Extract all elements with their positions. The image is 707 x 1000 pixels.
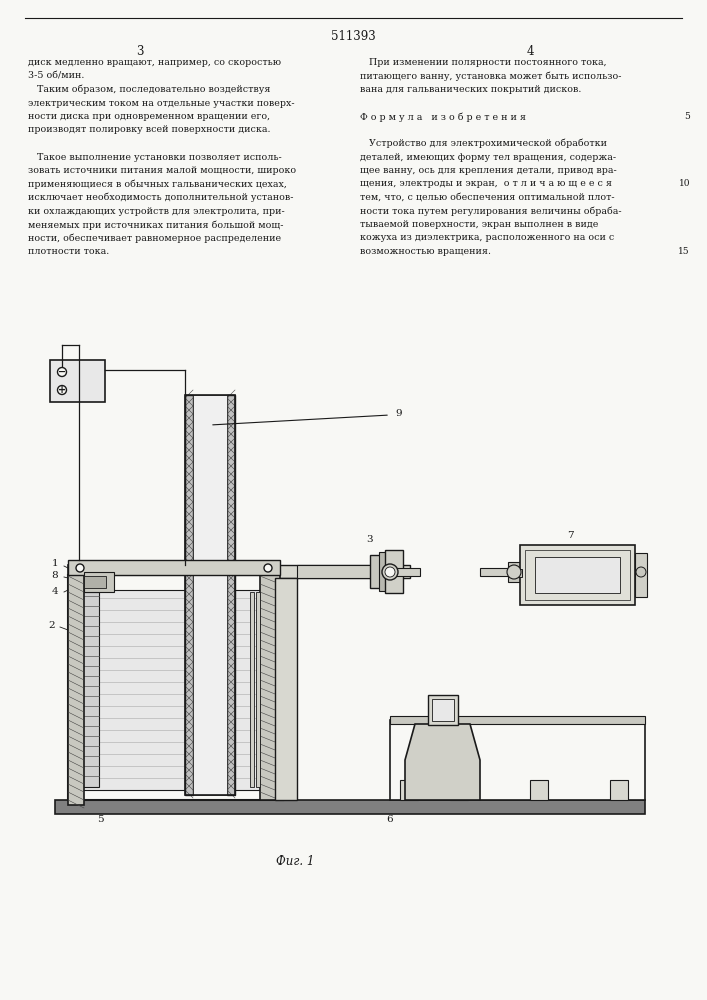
Text: 3: 3: [136, 45, 144, 58]
Circle shape: [76, 564, 84, 572]
Bar: [185, 395, 193, 795]
Bar: [250, 592, 254, 787]
Text: питающего ванну, установка может быть использо-: питающего ванну, установка может быть ис…: [360, 72, 621, 81]
Bar: [480, 568, 510, 576]
Polygon shape: [405, 724, 480, 800]
Text: Ф о р м у л а   и з о б р е т е н и я: Ф о р м у л а и з о б р е т е н и я: [360, 112, 526, 121]
Bar: [432, 699, 454, 721]
Text: щения, электроды и экран,  о т л и ч а ю щ е е с я: щения, электроды и экран, о т л и ч а ю …: [360, 180, 612, 188]
Bar: [635, 553, 647, 597]
Text: 8: 8: [52, 570, 58, 580]
Text: 3-5 об/мин.: 3-5 об/мин.: [28, 72, 84, 81]
Bar: [227, 395, 235, 795]
Bar: [400, 780, 418, 800]
Text: тем, что, с целью обеспечения оптимальной плот-: тем, что, с целью обеспечения оптимально…: [360, 193, 614, 202]
Text: зовать источники питания малой мощности, широко: зовать источники питания малой мощности,…: [28, 166, 296, 175]
Bar: [428, 695, 458, 725]
Text: 7: 7: [567, 530, 573, 540]
Text: вана для гальванических покрытий дисков.: вана для гальванических покрытий дисков.: [360, 85, 581, 94]
Bar: [256, 592, 260, 787]
Bar: [520, 545, 635, 605]
Text: 1: 1: [52, 558, 58, 568]
Bar: [535, 557, 620, 593]
Bar: [390, 716, 645, 724]
Text: электрическим током на отдельные участки поверх-: электрическим током на отдельные участки…: [28, 99, 295, 107]
Text: −: −: [58, 367, 66, 377]
Text: 511393: 511393: [331, 30, 375, 43]
Text: 10: 10: [679, 180, 690, 188]
Text: 6: 6: [387, 816, 393, 824]
Bar: [68, 565, 84, 805]
Text: ности тока путем регулирования величины обраба-: ности тока путем регулирования величины …: [360, 207, 621, 216]
Text: 15: 15: [679, 247, 690, 256]
Text: меняемых при источниках питания большой мощ-: меняемых при источниках питания большой …: [28, 220, 284, 230]
Text: Таким образом, последовательно воздействуя: Таким образом, последовательно воздейств…: [28, 85, 271, 95]
Bar: [185, 395, 235, 795]
Text: применяющиеся в обычных гальванических цехах,: применяющиеся в обычных гальванических ц…: [28, 180, 287, 189]
Circle shape: [636, 567, 646, 577]
Bar: [610, 780, 628, 800]
Bar: [55, 800, 645, 814]
Text: исключает необходимость дополнительной установ-: исключает необходимость дополнительной у…: [28, 193, 293, 202]
Circle shape: [382, 564, 398, 580]
Text: 9: 9: [395, 408, 402, 418]
Bar: [390, 720, 645, 800]
Text: ки охлаждающих устройств для электролита, при-: ки охлаждающих устройств для электролита…: [28, 207, 285, 216]
Bar: [50, 360, 105, 402]
Text: кожуха из диэлектрика, расположенного на оси с: кожуха из диэлектрика, расположенного на…: [360, 233, 614, 242]
Text: деталей, имеющих форму тел вращения, содержа-: деталей, имеющих форму тел вращения, сод…: [360, 152, 616, 161]
Text: 2: 2: [49, 620, 55, 630]
Bar: [530, 780, 548, 800]
Bar: [379, 552, 387, 591]
Circle shape: [385, 567, 395, 577]
Text: 3: 3: [367, 536, 373, 544]
Bar: [68, 575, 283, 800]
Bar: [508, 562, 520, 582]
Text: +: +: [58, 385, 66, 395]
Bar: [84, 576, 106, 588]
Text: Фиг. 1: Фиг. 1: [276, 855, 314, 868]
Bar: [508, 569, 522, 577]
Bar: [450, 780, 468, 800]
Text: 5: 5: [97, 816, 103, 824]
Circle shape: [507, 565, 521, 579]
Text: щее ванну, ось для крепления детали, привод вра-: щее ванну, ось для крепления детали, при…: [360, 166, 617, 175]
Text: диск медленно вращают, например, со скоростью: диск медленно вращают, например, со скор…: [28, 58, 281, 67]
Bar: [260, 565, 280, 800]
Text: 5: 5: [684, 112, 690, 121]
Circle shape: [57, 367, 66, 376]
Text: возможностью вращения.: возможностью вращения.: [360, 247, 491, 256]
Text: ности, обеспечивает равномерное распределение: ности, обеспечивает равномерное распреде…: [28, 233, 281, 243]
Circle shape: [264, 564, 272, 572]
Bar: [370, 555, 382, 588]
Bar: [385, 568, 420, 576]
Text: плотности тока.: плотности тока.: [28, 247, 110, 256]
Text: 4: 4: [52, 587, 58, 596]
Text: ности диска при одновременном вращении его,: ности диска при одновременном вращении е…: [28, 112, 270, 121]
Bar: [68, 560, 280, 575]
Bar: [525, 550, 630, 600]
Text: При изменении полярности постоянного тока,: При изменении полярности постоянного ток…: [360, 58, 607, 67]
Text: Такое выполнение установки позволяет исполь-: Такое выполнение установки позволяет исп…: [28, 152, 282, 161]
Bar: [297, 565, 372, 578]
Text: производят полировку всей поверхности диска.: производят полировку всей поверхности ди…: [28, 125, 271, 134]
Circle shape: [57, 385, 66, 394]
Bar: [193, 395, 227, 795]
Bar: [275, 578, 297, 800]
Bar: [80, 590, 271, 790]
Bar: [83, 592, 99, 787]
Bar: [270, 565, 410, 578]
Text: 4: 4: [526, 45, 534, 58]
Bar: [385, 550, 403, 593]
Bar: [84, 572, 114, 592]
Text: Устройство для электрохимической обработки: Устройство для электрохимической обработ…: [360, 139, 607, 148]
Text: тываемой поверхности, экран выполнен в виде: тываемой поверхности, экран выполнен в в…: [360, 220, 598, 229]
